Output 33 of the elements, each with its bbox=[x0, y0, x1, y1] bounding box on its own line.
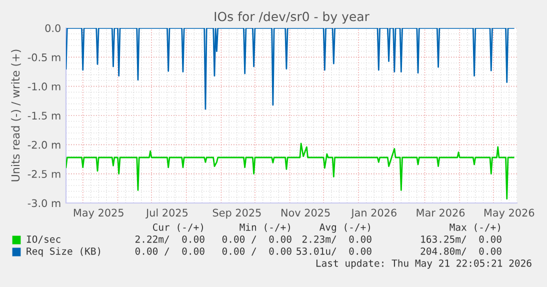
legend-label: IO/sec bbox=[26, 235, 60, 244]
text: Min (-/+) bbox=[240, 223, 290, 232]
text: Max (-/+) bbox=[450, 223, 500, 232]
x-tick-label: Nov 2025 bbox=[282, 208, 330, 217]
line-series bbox=[66, 28, 514, 110]
y-tick-label: -2.5 m bbox=[28, 170, 60, 178]
x-tick-label: Mar 2026 bbox=[416, 208, 465, 217]
x-tick-label: Jan 2026 bbox=[350, 208, 396, 219]
y-axis-title: Units read (-) / write (+) bbox=[11, 50, 21, 182]
line-series bbox=[66, 142, 514, 200]
legend-label: Req Size (KB) bbox=[26, 247, 100, 257]
text: 2.22m/ 0.00 bbox=[135, 235, 204, 244]
text: 2.23m/ 0.00 bbox=[302, 235, 372, 244]
x-tick-label: Jul 2025 bbox=[145, 208, 188, 219]
text: 163.25m/ 0.00 bbox=[421, 235, 502, 244]
y-tick-label: -0.5 m bbox=[28, 53, 60, 62]
y-tick-label: 0.0 bbox=[45, 24, 60, 32]
x-tick-label: Sep 2025 bbox=[212, 208, 261, 219]
y-tick-label: -3.0 m bbox=[28, 199, 60, 208]
x-tick-label: May 2025 bbox=[74, 208, 124, 219]
text: 53.01u/ 0.00 bbox=[296, 247, 372, 256]
text: Cur (-/+) bbox=[152, 223, 203, 232]
text: Last update: Thu May 21 22:05:21 2026 bbox=[316, 259, 532, 269]
text: Avg (-/+) bbox=[320, 223, 370, 233]
y-tick-label: -1.0 m bbox=[28, 82, 60, 90]
text: 0.00 / 0.00 bbox=[135, 247, 204, 256]
text: 0.00 / 0.00 bbox=[222, 235, 292, 244]
y-tick-label: -1.5 m bbox=[28, 112, 60, 120]
y-tick-label: -2.0 m bbox=[28, 140, 60, 149]
x-tick-label: May 2026 bbox=[484, 208, 534, 219]
text: 0.00 / 0.00 bbox=[222, 247, 292, 256]
text: 204.80m/ 0.00 bbox=[420, 247, 502, 256]
chart-title: IOs for /dev/sr0 - by year bbox=[214, 12, 370, 24]
